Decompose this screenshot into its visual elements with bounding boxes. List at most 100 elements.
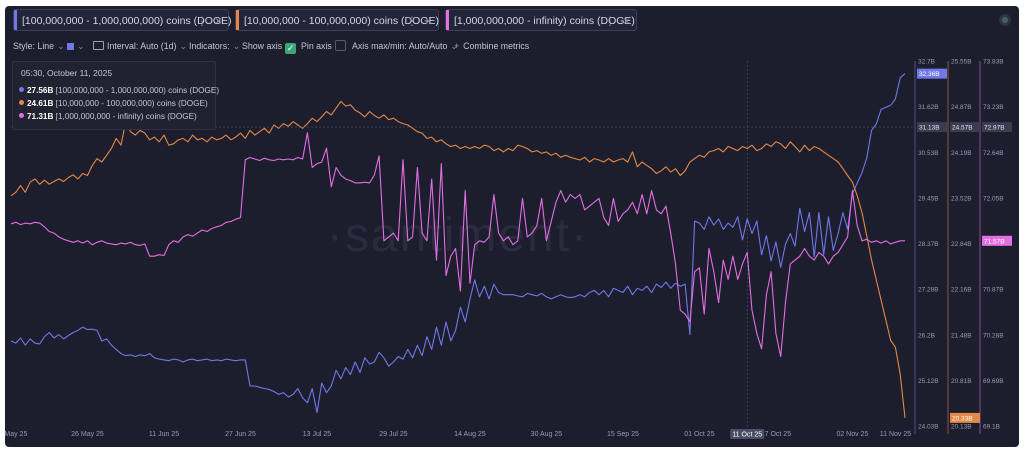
- style-selector[interactable]: Style: Line ⌄: [13, 40, 64, 52]
- x-tick-label: 26 May 25: [71, 431, 104, 438]
- line-chart[interactable]: ·santiment· 10 May 25 26 May 25 11 Jun 25 27…: [5, 6, 1019, 447]
- more-vertical-icon[interactable]: ⋮: [604, 14, 616, 28]
- y-tick-label: 70.28B: [983, 332, 1004, 339]
- close-icon[interactable]: ×: [214, 14, 222, 28]
- crosshair-x-label: 11 Oct 25: [732, 432, 762, 439]
- y-tick-label: 23.52B: [951, 195, 972, 202]
- y-tick-label: 31.62B: [918, 104, 939, 111]
- series-dot-icon: [19, 100, 24, 105]
- santiment-logo-icon: [999, 14, 1011, 26]
- metric-color-bar: [446, 10, 449, 30]
- y-tick-label: 73.23B: [983, 104, 1004, 111]
- pin-axis-label: Pin axis: [301, 41, 332, 51]
- combine-metrics-button[interactable]: + Combine metrics: [454, 40, 529, 52]
- series-dot-icon: [19, 87, 24, 92]
- tooltip-value: 27.56B: [27, 86, 54, 95]
- tooltip-value: 24.61B: [27, 99, 54, 108]
- crosshair-y-label-bg: [950, 122, 980, 133]
- x-tick-label: 17 Oct 25: [761, 431, 791, 438]
- y-tick-label: 69.1B: [983, 424, 1000, 431]
- show-axis-toggle[interactable]: Show axis ✓: [242, 40, 297, 54]
- metric-color-bar: [236, 10, 239, 30]
- more-vertical-icon[interactable]: ⋮: [406, 14, 418, 28]
- y-tick-label: 24.03B: [918, 424, 939, 431]
- x-tick-label: 29 Jul 25: [379, 431, 408, 438]
- y-tick-label: 25.12B: [918, 378, 939, 385]
- x-tick-label: 11 Nov 25: [880, 431, 911, 438]
- metric-tab-label: [100,000,000 - 1,000,000,000) coins (DOG…: [22, 15, 232, 27]
- y-tick-label: 27.28B: [918, 287, 939, 294]
- metric-tab-label: [1,000,000,000 - infinity) coins (DOGE): [454, 15, 635, 27]
- chevron-down-icon: ⌄: [57, 41, 65, 51]
- x-tick-label: 30 Aug 25: [531, 431, 563, 438]
- chart-panel: [100,000,000 - 1,000,000,000) coins (DOG…: [5, 6, 1019, 447]
- last-value-badge: [950, 412, 980, 423]
- series-line: [10, 100, 906, 418]
- crosshair-y-label: 72.97B: [984, 125, 1005, 132]
- y-tick-label: 24.19B: [951, 150, 972, 157]
- metric-tab-label: [10,000,000 - 100,000,000) coins (DOGE): [244, 15, 439, 27]
- y-tick-label: 21.48B: [951, 332, 972, 339]
- color-selector[interactable]: ⌄: [67, 40, 84, 52]
- y-tick-label: 29.45B: [918, 195, 939, 202]
- close-icon[interactable]: ×: [622, 14, 630, 28]
- x-tick-label: 13 Jul 25: [303, 431, 332, 438]
- x-tick-label: 10 May 25: [5, 431, 27, 438]
- chevron-down-icon: ⌄: [179, 41, 187, 51]
- tooltip-label: [100,000,000 - 1,000,000,000) coins (DOG…: [55, 86, 220, 95]
- indicators-selector[interactable]: Indicators: ⌄: [189, 40, 240, 52]
- metric-color-bar: [14, 10, 17, 30]
- y-tick-label: 22.16B: [951, 287, 972, 294]
- metric-tab-1b-infinity[interactable]: [1,000,000,000 - infinity) coins (DOGE) …: [445, 9, 637, 31]
- y-tick-label: 30.53B: [918, 150, 939, 157]
- tooltip-row: 24.61B [10,000,000 - 100,000,000) coins …: [19, 99, 208, 108]
- last-value-label: 71.57B: [984, 238, 1005, 245]
- y-tick-label: 26.2B: [918, 332, 935, 339]
- pin-axis-toggle[interactable]: Pin axis: [301, 40, 346, 52]
- combine-metrics-label: Combine metrics: [463, 41, 530, 51]
- last-value-label: 32.36B: [919, 71, 940, 78]
- tooltip-row: 27.56B [100,000,000 - 1,000,000,000) coi…: [19, 86, 219, 95]
- y-tick-label: 72.05B: [983, 195, 1004, 202]
- axis-maxmin-selector[interactable]: Axis max/min: Auto/Auto ⌄: [352, 40, 458, 52]
- axis-maxmin-label: Axis max/min: Auto/Auto: [352, 41, 448, 51]
- chevron-down-icon: ⌄: [232, 41, 240, 51]
- crosshair-x-label-bg: [730, 429, 765, 439]
- y-tick-label: 72.64B: [983, 150, 1004, 157]
- checkbox-checked-icon[interactable]: ✓: [285, 43, 297, 54]
- color-swatch-icon: [67, 43, 74, 50]
- last-value-label: 20.33B: [952, 415, 973, 422]
- series-line: [10, 73, 906, 414]
- tooltip-label: [10,000,000 - 100,000,000) coins (DOGE): [55, 99, 208, 108]
- y-tick-label: 28.37B: [918, 241, 939, 248]
- watermark: ·santiment·: [327, 209, 589, 262]
- interval-label: Interval: Auto (1d): [107, 41, 177, 51]
- y-tick-label: 32.7B: [918, 59, 935, 66]
- y-tick-label: 20.81B: [951, 378, 972, 385]
- x-tick-label: 11 Jun 25: [149, 431, 179, 438]
- y-tick-label: 73.83B: [983, 59, 1004, 66]
- metric-tab-10m-100m[interactable]: [10,000,000 - 100,000,000) coins (DOGE) …: [235, 9, 439, 31]
- crosshair-y-label: 24.57B: [952, 125, 973, 132]
- interval-selector[interactable]: Interval: Auto (1d) ⌄: [93, 40, 187, 52]
- close-icon[interactable]: ×: [424, 14, 432, 28]
- chevron-down-icon: ⌄: [77, 41, 85, 51]
- style-label: Style: Line: [13, 41, 55, 51]
- tooltip-label: [1,000,000,000 - infinity) coins (DOGE): [55, 112, 197, 121]
- series-dot-icon: [19, 113, 24, 118]
- crosshair-y-label: 31.13B: [919, 125, 940, 132]
- crosshair-y-label-bg: [917, 122, 947, 133]
- more-vertical-icon[interactable]: ⋮: [196, 14, 208, 28]
- tooltip-date: 05:30, October 11, 2025: [21, 68, 113, 78]
- x-tick-label: 02 Nov 25: [836, 431, 868, 438]
- indicators-label: Indicators:: [189, 41, 230, 51]
- y-tick-label: 70.87B: [983, 287, 1004, 294]
- metric-tab-100m-1b[interactable]: [100,000,000 - 1,000,000,000) coins (DOG…: [13, 9, 232, 31]
- tooltip-row: 71.31B [1,000,000,000 - infinity) coins …: [19, 112, 197, 121]
- x-tick-label: 01 Oct 25: [684, 431, 714, 438]
- crosshair-y-label-bg: [982, 122, 1012, 133]
- checkbox-unchecked-icon[interactable]: [334, 40, 346, 51]
- crosshair-tooltip: 05:30, October 11, 2025 27.56B [100,000,…: [12, 61, 219, 130]
- y-tick-label: 20.13B: [951, 424, 972, 431]
- y-tick-label: 24.87B: [951, 104, 972, 111]
